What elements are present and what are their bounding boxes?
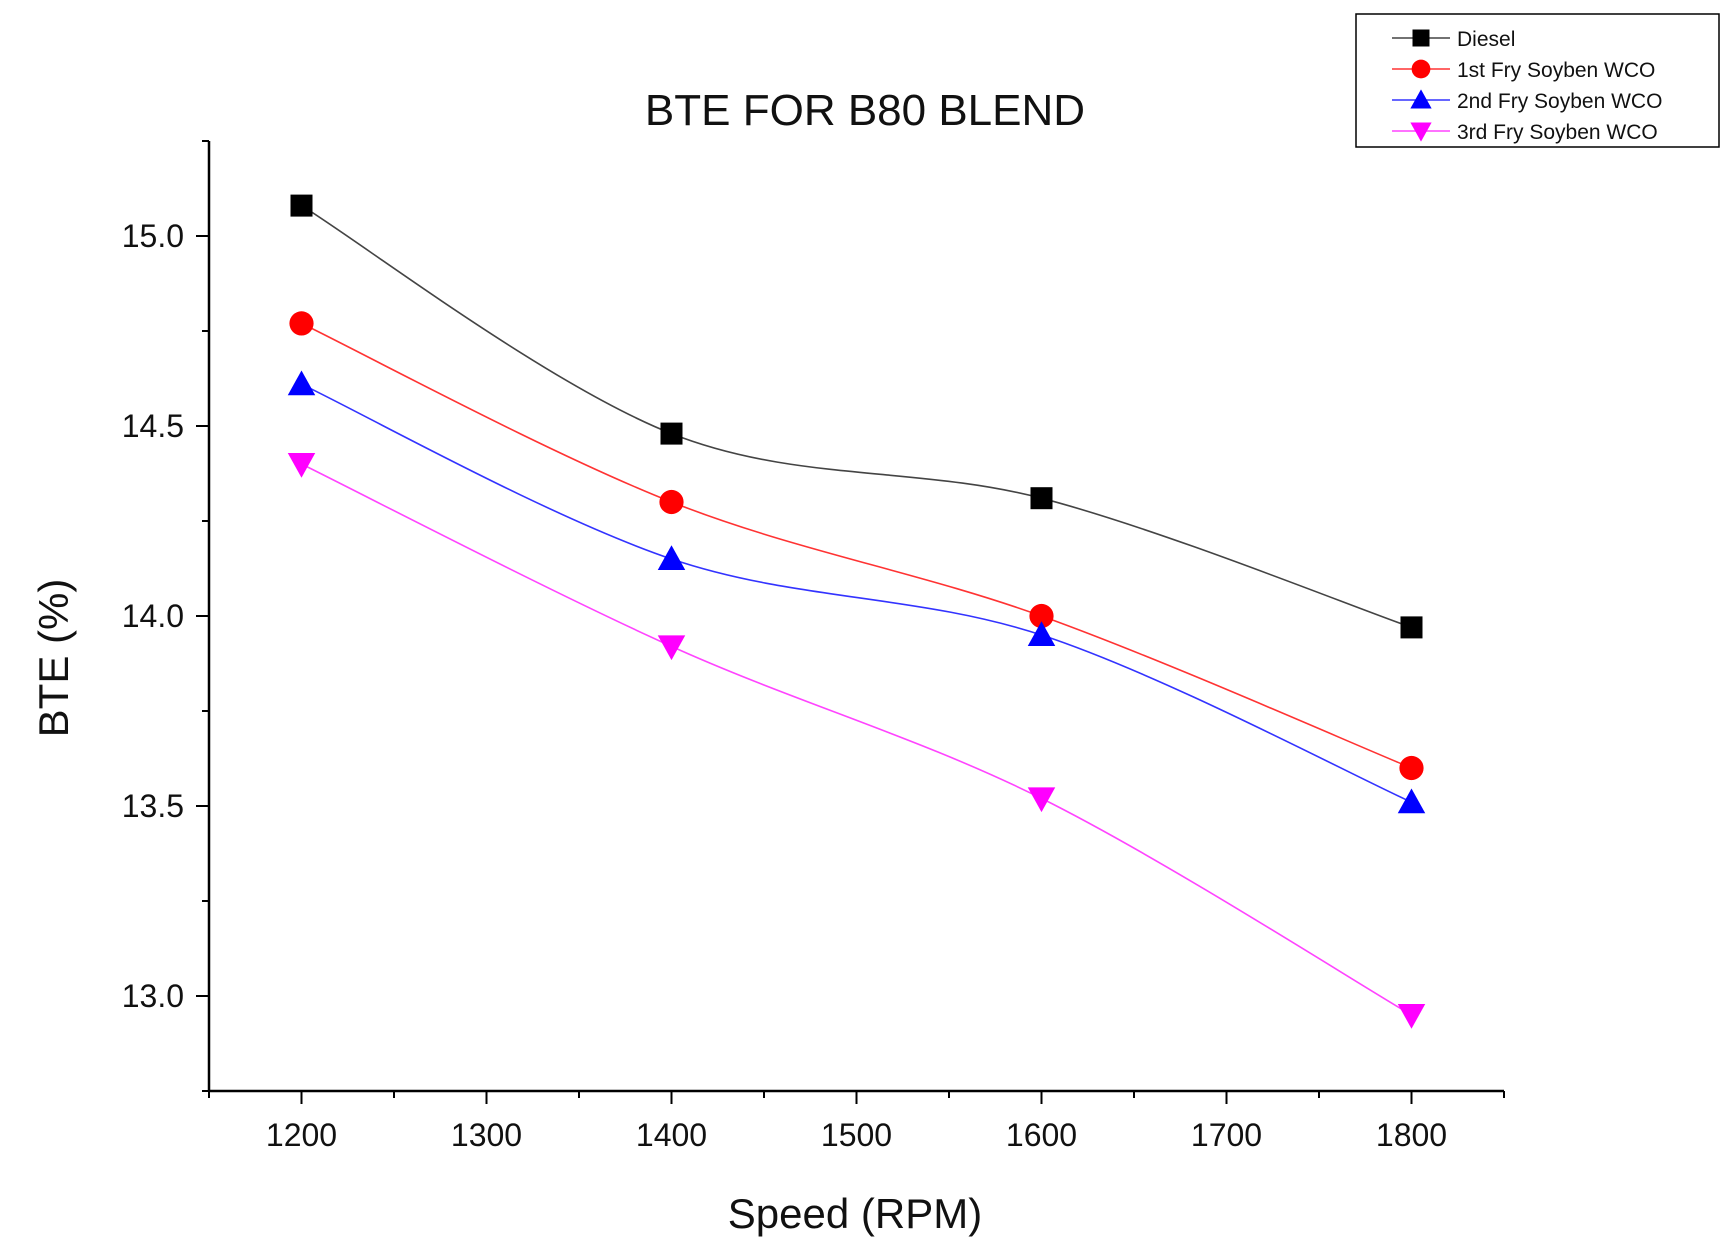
legend-label-2: 2nd Fry Soyben WCO: [1457, 90, 1662, 113]
legend-label-1: 1st Fry Soyben WCO: [1457, 59, 1655, 82]
series-0-point-3: [1400, 616, 1423, 639]
y-tick-label: 14.5: [122, 408, 184, 444]
series-0-point-0: [290, 194, 313, 217]
chart-title: BTE FOR B80 BLEND: [645, 86, 1085, 135]
series-line-1: [301, 322, 1412, 769]
y-tick-label: 15.0: [122, 218, 184, 254]
series-2-point-1: [657, 545, 686, 570]
legend-marker-2: [1410, 89, 1432, 109]
legend-marker-3: [1410, 122, 1432, 142]
series-1-point-1: [659, 489, 684, 515]
series-2-point-0: [287, 370, 316, 396]
series-line-2: [301, 383, 1412, 803]
series-1-point-0: [289, 311, 314, 336]
x-tick-label: 1800: [1376, 1117, 1447, 1153]
x-tick-label: 1700: [1191, 1117, 1262, 1153]
y-axis-label: BTE (%): [30, 579, 77, 738]
x-tick-label: 1600: [1006, 1117, 1077, 1153]
legend-marker-0: [1412, 29, 1430, 47]
legend-marker-1: [1411, 59, 1431, 79]
plot-area: 1200 1300 1400 1500 1600 1700 1800 13.0 13.5 14.0…: [122, 140, 1505, 1153]
series-line-3: [301, 463, 1412, 1016]
series-3-point-3: [1397, 1004, 1426, 1029]
series-3-point-1: [657, 635, 686, 661]
legend-label-0: Diesel: [1457, 28, 1515, 51]
y-tick-label: 13.0: [122, 978, 184, 1014]
series-0-point-1: [660, 422, 683, 445]
x-axis-label: Speed (RPM): [728, 1190, 982, 1237]
legend-label-3: 3rd Fry Soyben WCO: [1457, 121, 1658, 144]
series-2-point-3: [1397, 788, 1426, 814]
x-tick-label: 1500: [821, 1117, 892, 1153]
x-tick-label: 1300: [451, 1117, 522, 1153]
legend: Diesel 1st Fry Soyben WCO 2nd Fry Soyben W…: [1355, 13, 1720, 148]
y-tick-label: 13.5: [122, 788, 184, 824]
series-1-point-3: [1399, 755, 1424, 781]
series-3-point-2: [1027, 787, 1056, 813]
series-3-point-0: [287, 453, 316, 478]
series-2-point-2: [1027, 621, 1056, 646]
series-1-point-2: [1029, 603, 1054, 629]
y-tick-label: 14.0: [122, 598, 184, 634]
series-line-0: [301, 204, 1412, 629]
x-tick-label: 1400: [636, 1117, 707, 1153]
x-tick-label: 1200: [266, 1117, 337, 1153]
series-0-point-2: [1030, 487, 1053, 510]
